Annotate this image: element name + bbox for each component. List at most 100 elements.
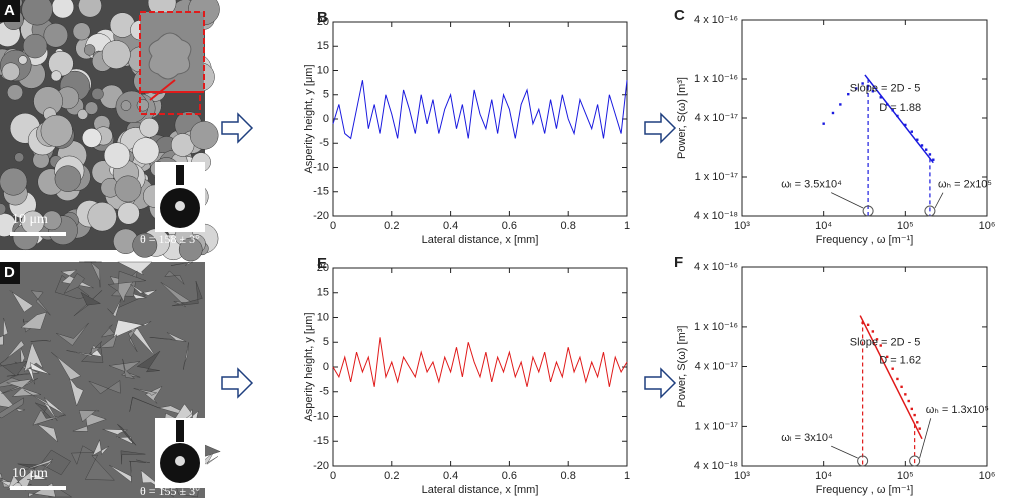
facet — [78, 409, 100, 423]
data-point — [879, 96, 882, 99]
grain — [103, 142, 131, 169]
facet — [109, 461, 133, 483]
grain — [43, 23, 69, 48]
y-tick-label: 20 — [317, 262, 329, 274]
fit-line — [859, 315, 923, 440]
data-point — [875, 338, 879, 341]
facet — [6, 361, 40, 377]
data-point — [896, 377, 899, 381]
facet — [0, 317, 9, 346]
contact-angle: θ = 155 ± 3° — [140, 484, 200, 498]
data-point — [866, 84, 870, 88]
panel-label: D — [4, 264, 15, 281]
data-point — [854, 87, 858, 90]
facet — [130, 283, 157, 296]
scale-bar-label: 10 μm — [12, 212, 48, 227]
annotation: D = 1.88 — [879, 102, 921, 114]
facet — [117, 423, 137, 446]
facet — [20, 311, 47, 330]
facet — [136, 350, 161, 373]
y-tick-label: -10 — [313, 410, 329, 422]
grain — [0, 167, 28, 196]
grain — [22, 33, 48, 59]
y-tick-label: 4 x 10⁻¹⁶ — [694, 261, 738, 273]
y-axis-label: Asperity height, y [μm] — [303, 312, 315, 421]
facet — [19, 458, 53, 473]
facet — [69, 377, 84, 407]
y-axis-label: Power, S(ω) [m³] — [676, 77, 688, 159]
facet — [7, 468, 36, 491]
data-point — [928, 153, 932, 156]
panel-label-bg — [0, 0, 20, 22]
y-tick-label: 0 — [323, 361, 329, 373]
facet — [80, 291, 102, 306]
facet — [164, 270, 185, 285]
data-point — [900, 385, 903, 389]
grain — [87, 201, 117, 232]
data-point — [932, 158, 935, 161]
facet — [113, 319, 152, 339]
x-tick-label: 0 — [330, 220, 336, 232]
x-axis-label: Lateral distance, x [mm] — [422, 484, 539, 496]
x-tick-label: 0.6 — [502, 470, 517, 482]
y-tick-label: 4 x 10⁻¹⁸ — [694, 460, 738, 472]
data-point — [871, 330, 875, 333]
y-tick-label: -15 — [313, 435, 329, 447]
y-tick-label: 1 x 10⁻¹⁷ — [695, 420, 738, 432]
grain — [101, 40, 131, 69]
pointer — [831, 192, 864, 209]
pointer — [934, 192, 944, 209]
y-tick-label: 4 x 10⁻¹⁸ — [694, 210, 738, 222]
flow-arrow — [221, 367, 254, 399]
x-tick-label: 0 — [330, 470, 336, 482]
x-tick-label: 0.6 — [502, 220, 517, 232]
facet — [107, 299, 122, 318]
zoom-particle — [148, 32, 192, 80]
facet — [90, 334, 118, 356]
overlay-d: D 10 μm θ = 155 ± 3° — [0, 262, 205, 498]
annotation: ωₗ = 3.5x10⁴ — [781, 179, 842, 191]
x-tick-label: 1 — [624, 470, 630, 482]
x-tick-label: 10⁵ — [897, 220, 914, 232]
data-point — [924, 148, 928, 151]
y-tick-label: 4 x 10⁻¹⁷ — [695, 360, 738, 372]
facet — [43, 397, 67, 422]
grain — [77, 109, 89, 120]
panel-label: E — [317, 255, 327, 272]
facet — [90, 261, 101, 288]
x-tick-label: 10⁵ — [897, 470, 914, 482]
annotation: ωₗ = 3x10⁴ — [781, 432, 833, 444]
grain — [117, 202, 140, 225]
scale-bar — [10, 486, 66, 490]
y-tick-label: 5 — [323, 89, 329, 101]
data-point — [913, 413, 916, 417]
grain — [21, 0, 53, 26]
data-point — [886, 355, 889, 359]
panel-label: C — [674, 7, 685, 24]
y-tick-label: 15 — [317, 40, 329, 52]
x-tick-label: 1 — [624, 220, 630, 232]
x-tick-label: 10⁴ — [815, 220, 832, 232]
data-point — [866, 323, 870, 326]
y-tick-label: 0 — [323, 113, 329, 125]
x-tick-label: 0.2 — [384, 220, 399, 232]
facet — [27, 362, 51, 385]
facet — [100, 324, 115, 338]
annotation: ωₕ = 1.3x10⁵ — [926, 404, 989, 416]
facet — [0, 389, 25, 412]
cutoff-circle — [857, 455, 869, 467]
data-point — [879, 344, 882, 347]
grain — [120, 100, 132, 111]
y-tick-label: 5 — [323, 336, 329, 348]
overlay-a: A 10 μm θ = 158 ± 3° — [0, 0, 205, 246]
cutoff-circle — [862, 205, 874, 217]
y-tick-label: -5 — [319, 386, 329, 398]
y-tick-label: 1 x 10⁻¹⁶ — [694, 73, 738, 85]
grain — [78, 0, 102, 18]
x-tick-label: 0.4 — [443, 470, 458, 482]
facet — [32, 409, 65, 426]
facet — [88, 380, 121, 395]
facet — [170, 261, 194, 266]
y-tick-label: 4 x 10⁻¹⁶ — [694, 14, 738, 26]
y-axis-label: Power, S(ω) [m³] — [676, 326, 688, 408]
